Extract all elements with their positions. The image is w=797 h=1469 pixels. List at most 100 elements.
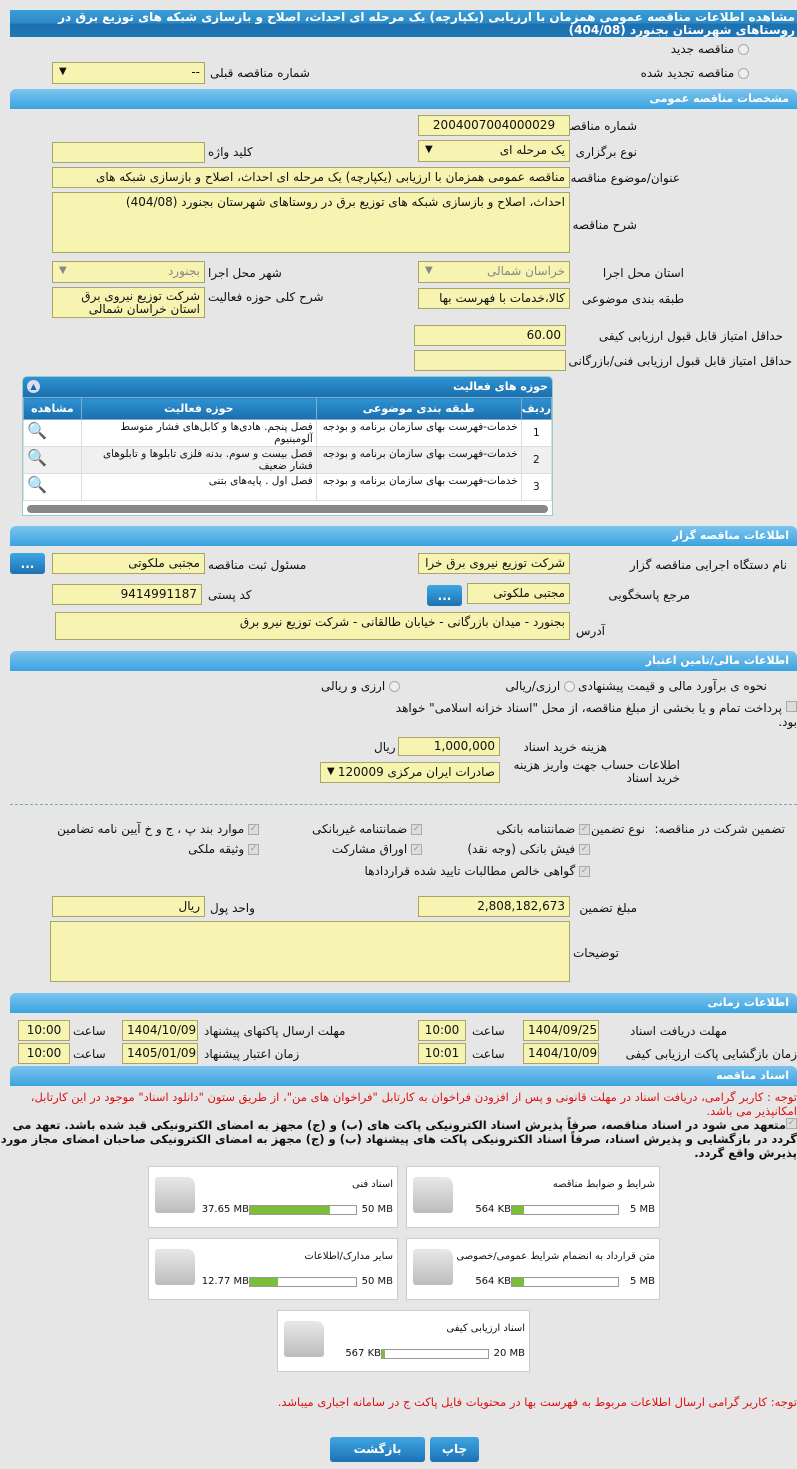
hour-label: ساعت bbox=[472, 1047, 505, 1061]
section-general: مشخصات مناقصه عمومی bbox=[10, 89, 797, 109]
radio-icon bbox=[389, 681, 400, 692]
chevron-down-icon: ▼ bbox=[59, 66, 67, 77]
label: اوراق مشارکت bbox=[331, 842, 408, 856]
print-button[interactable]: چاپ bbox=[430, 1437, 479, 1462]
col-header: طبقه بندی موضوعی bbox=[315, 397, 522, 420]
min-tech-label: حداقل امتیاز قابل قبول ارزیابی فنی/بازرگ… bbox=[568, 354, 792, 368]
guarantee-option[interactable]: ✓ اوراق مشارکت bbox=[332, 842, 422, 856]
category-label: طبقه بندی موضوعی bbox=[581, 292, 684, 306]
send-date[interactable]: 1404/10/09 bbox=[122, 1020, 198, 1041]
section-docs: اسناد مناقصه bbox=[10, 1066, 797, 1086]
document-item[interactable]: اسناد ارزیابی کیفی 20 MB 567 KB bbox=[277, 1310, 530, 1372]
section-finance: اطلاعات مالی/تامین اعتبار bbox=[10, 651, 797, 671]
fee-field[interactable]: 1,000,000 bbox=[398, 737, 500, 756]
executor-field[interactable]: شرکت توزیع نیروی برق خرا bbox=[418, 553, 570, 574]
label: پرداخت تمام و یا بخشی از مبلغ مناقصه، از… bbox=[395, 701, 797, 729]
scope-label: شرح کلی حوزه فعالیت bbox=[208, 290, 324, 304]
checkbox-icon: ✓ bbox=[579, 824, 590, 835]
guarantee-option[interactable]: ✓ گواهی خالص مطالبات تایید شده قراردادها bbox=[365, 864, 590, 878]
folder-icon bbox=[155, 1249, 195, 1285]
open-time[interactable]: 10:01 bbox=[418, 1043, 466, 1064]
postal-field[interactable]: 9414991187 bbox=[52, 584, 202, 605]
type-label: نوع برگزاری bbox=[575, 145, 637, 159]
min-quality-field[interactable]: 60.00 bbox=[414, 325, 566, 346]
guarantee-option[interactable]: ✓ موارد بند پ ، ج و خ آیین نامه تضامین bbox=[57, 822, 259, 836]
table-row: 1 خدمات-فهرست بهای سازمان برنامه و بودجه ف… bbox=[23, 419, 552, 447]
document-item[interactable]: شرایط و ضوابط مناقصه 5 MB 564 KB bbox=[406, 1166, 660, 1228]
receive-time[interactable]: 10:00 bbox=[418, 1020, 466, 1041]
document-item[interactable]: سایر مدارک/اطلاعات 50 MB 12.77 MB bbox=[148, 1238, 398, 1300]
guarantee-option[interactable]: ✓ ضمانتنامه غیربانکی bbox=[312, 822, 422, 836]
checkbox-icon: ✓ bbox=[411, 844, 422, 855]
receive-label: مهلت دریافت اسناد bbox=[629, 1024, 727, 1038]
valid-time[interactable]: 10:00 bbox=[18, 1043, 70, 1064]
doc-name: سایر مدارک/اطلاعات bbox=[304, 1251, 393, 1262]
view-icon[interactable]: 🔍 bbox=[23, 473, 82, 501]
desc-field[interactable]: احداث، اصلاح و بازسازی شبکه های توزیع بر… bbox=[52, 192, 570, 253]
estimate-option-2[interactable]: ارزی و ریالی bbox=[321, 679, 400, 693]
row-category: خدمات-فهرست بهای سازمان برنامه و بودجه bbox=[315, 419, 522, 447]
guarantee-option[interactable]: ✓ وثیقه ملکی bbox=[188, 842, 259, 856]
treasury-checkbox[interactable]: پرداخت تمام و یا بخشی از مبلغ مناقصه، از… bbox=[377, 701, 797, 729]
document-item[interactable]: متن قرارداد به انضمام شرایط عمومی/خصوصی … bbox=[406, 1238, 660, 1300]
number-field[interactable]: 2004007004000029 bbox=[418, 115, 570, 136]
document-item[interactable]: اسناد فنی 50 MB 37.65 MB bbox=[148, 1166, 398, 1228]
view-icon[interactable]: 🔍 bbox=[23, 419, 82, 447]
view-icon[interactable]: 🔍 bbox=[23, 446, 82, 474]
province-select[interactable]: خراسان شمالی ▼ bbox=[418, 261, 570, 283]
scope-field[interactable]: شرکت توزیع نیروی برق استان خراسان شمالی bbox=[52, 287, 205, 318]
reference-more-button[interactable]: ... bbox=[427, 585, 462, 606]
checkbox-icon: ✓ bbox=[579, 844, 590, 855]
reference-field[interactable]: مجتبی ملکوتی bbox=[467, 583, 570, 604]
hour-label: ساعت bbox=[73, 1047, 106, 1061]
responsible-more-button[interactable]: ... bbox=[10, 553, 45, 574]
guarantee-option[interactable]: ✓ ضمانتنامه بانکی bbox=[497, 822, 590, 836]
folder-icon bbox=[413, 1249, 453, 1285]
horizontal-scrollbar[interactable] bbox=[27, 505, 548, 513]
prev-number-select[interactable]: -- ▼ bbox=[52, 62, 205, 84]
new-tender-radio[interactable]: مناقصه جدید bbox=[671, 42, 749, 56]
city-select[interactable]: بجنورد ▼ bbox=[52, 261, 205, 283]
responsible-field[interactable]: مجتبی ملکوتی bbox=[52, 553, 205, 574]
executor-label: نام دستگاه اجرایی مناقصه گزار bbox=[629, 558, 787, 572]
send-time[interactable]: 10:00 bbox=[18, 1020, 70, 1041]
receive-date[interactable]: 1404/09/25 bbox=[523, 1020, 599, 1041]
folder-icon bbox=[413, 1177, 453, 1213]
hour-label: ساعت bbox=[73, 1024, 106, 1038]
open-date[interactable]: 1404/10/09 bbox=[523, 1043, 599, 1064]
row-scope: فصل پنجم. هادی‌ها و کابل‌های فشار متوسط … bbox=[80, 419, 317, 447]
checkbox-icon: ✓ bbox=[248, 844, 259, 855]
label: ارزی و ریالی bbox=[320, 679, 386, 693]
footer-note: توجه: کاربر گرامی ارسال اطلاعات مربوط به… bbox=[277, 1395, 797, 1409]
category-field[interactable]: کالا،خدمات با فهرست بها bbox=[418, 288, 570, 309]
commit-checkbox[interactable]: ✓ متعهد می شود در اسناد مناقصه، صرفاً پذی… bbox=[0, 1118, 797, 1160]
address-field[interactable]: بجنورد - میدان بازرگانی - خیابان طالقانی… bbox=[55, 612, 570, 640]
keyword-field[interactable] bbox=[52, 142, 205, 163]
notes-field[interactable] bbox=[50, 921, 570, 982]
estimate-option-1[interactable]: ارزی/ریالی bbox=[505, 679, 575, 693]
renewed-tender-radio[interactable]: مناقصه تجدید شده bbox=[641, 66, 749, 80]
back-button[interactable]: بازگشت bbox=[330, 1437, 425, 1462]
folder-icon bbox=[155, 1177, 195, 1213]
hour-label: ساعت bbox=[472, 1024, 505, 1038]
min-tech-field[interactable] bbox=[414, 350, 566, 371]
postal-label: کد پستی bbox=[208, 588, 252, 602]
collapse-icon[interactable]: ▲ bbox=[27, 380, 40, 393]
doc-name: شرایط و ضوابط مناقصه bbox=[552, 1179, 655, 1190]
type-select[interactable]: یک مرحله ای ▼ bbox=[418, 140, 570, 162]
checkbox-icon: ✓ bbox=[411, 824, 422, 835]
notes-label: توضیحات bbox=[572, 946, 619, 960]
guarantee-option[interactable]: ✓ فیش بانکی (وجه نقد) bbox=[467, 842, 590, 856]
subject-field[interactable]: مناقصه عمومی همزمان با ارزیابی (یکپارچه)… bbox=[52, 167, 570, 188]
docs-note: توجه : کاربر گرامی، دریافت اسناد در مهلت… bbox=[30, 1090, 797, 1118]
unit-field[interactable]: ریال bbox=[52, 896, 205, 917]
account-label: اطلاعات حساب جهت واریز هزینه خرید اسناد bbox=[513, 758, 680, 785]
radio-icon bbox=[738, 68, 749, 79]
amount-field[interactable]: 2,808,182,673 bbox=[418, 896, 570, 917]
doc-size: 567 KB bbox=[345, 1348, 381, 1359]
keyword-label: کلید واژه bbox=[208, 145, 253, 159]
label: مناقصه جدید bbox=[670, 42, 735, 56]
radio-icon bbox=[738, 44, 749, 55]
account-select[interactable]: صادرات ایران مرکزی 120009 ▼ bbox=[320, 762, 500, 783]
valid-date[interactable]: 1405/01/09 bbox=[122, 1043, 198, 1064]
